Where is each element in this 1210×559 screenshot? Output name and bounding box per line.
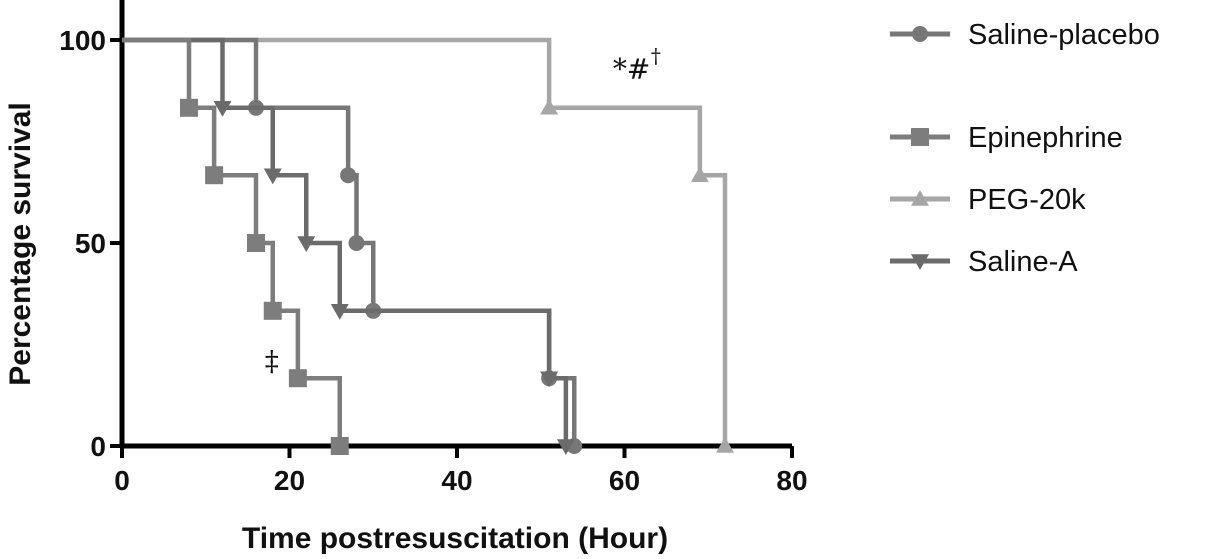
series-peg-20k [122,37,734,453]
data-point [348,235,365,251]
legend-item: Saline-placebo [890,19,1160,51]
legend-label: Epinephrine [968,122,1123,154]
series-layer [122,37,734,455]
series-saline-a [122,37,575,455]
x-tick-label: 80 [776,465,807,496]
legend-marker [912,26,928,42]
data-point [263,168,282,185]
annotation-significance-superscript: † [651,43,661,67]
x-tick-label: 20 [274,465,305,496]
data-point [540,98,559,115]
x-tick-label: 40 [441,465,472,496]
y-tick-label: 0 [90,431,106,462]
y-tick-label: 100 [59,25,106,56]
y-axis-title: Percentage survival [4,102,37,386]
data-point [297,236,316,252]
annotations: *# † ‡ [265,43,661,377]
legend-item: Epinephrine [890,122,1123,154]
data-point [213,101,232,117]
data-point [205,166,224,185]
legend-marker [911,190,929,206]
axes: 0 20 40 60 80 0 50 100 [59,0,808,496]
x-tick-label: 60 [609,465,640,496]
data-point [263,301,282,320]
data-point [556,439,575,455]
data-point [247,234,265,252]
legend-label: Saline-A [968,246,1078,278]
data-point [288,369,307,388]
x-tick-label: 0 [114,465,130,496]
data-point [716,437,734,453]
data-point [330,304,349,320]
legend-label: Saline-placebo [968,19,1160,51]
annotation-significance: *# [613,52,650,85]
legend-item: PEG-20k [890,184,1086,216]
data-point [690,166,709,182]
y-tick-label: 50 [75,228,106,259]
annotation-double-dagger: ‡ [265,345,279,378]
data-point [540,371,559,388]
data-point [180,98,198,117]
legend-marker [911,128,929,146]
legend-marker [911,254,929,270]
data-point [330,437,349,455]
x-axis-title: Time postresuscitation (Hour) [242,522,668,555]
legend-label: PEG-20k [968,184,1086,216]
series-epinephrine [122,37,349,455]
series-line [122,37,728,446]
data-point [340,167,357,184]
legend: Saline-placebo Epinephrine PEG-20k Saline-A [890,19,1160,278]
legend-item: Saline-A [890,246,1078,278]
